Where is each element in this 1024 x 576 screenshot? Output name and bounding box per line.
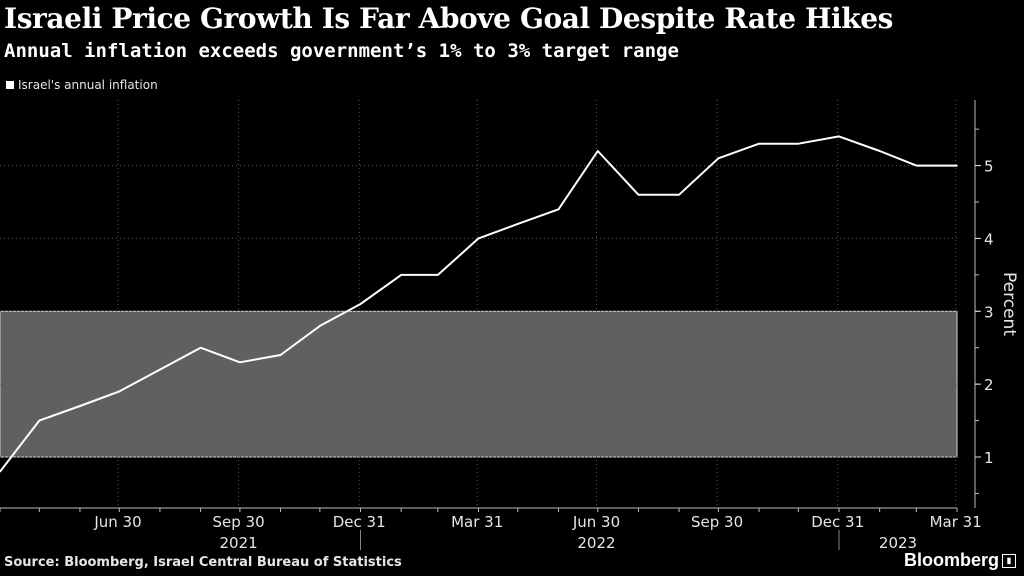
data-point [239, 361, 241, 364]
x-tick-label: Mar 31 [930, 513, 982, 531]
x-year-label: 2021 [220, 534, 258, 552]
x-tick-label: Dec 31 [333, 513, 386, 531]
x-year-label: 2022 [577, 534, 615, 552]
chart-subtitle: Annual inflation exceeds government’s 1%… [4, 40, 679, 62]
data-point [319, 325, 321, 327]
data-point [956, 164, 958, 167]
legend-swatch [6, 81, 14, 89]
y-tick-label: 1 [984, 449, 994, 467]
brand-name: Bloomberg [903, 550, 999, 570]
source-note: Source: Bloomberg, Israel Central Bureau… [4, 555, 402, 570]
brand-logo: Bloomberg ▮ [904, 550, 1016, 571]
x-tick-label: Jun 30 [572, 513, 620, 531]
data-point [359, 303, 362, 305]
data-point [79, 405, 81, 407]
data-point [199, 346, 202, 349]
x-year-label: 2023 [879, 534, 917, 552]
data-point [878, 150, 881, 152]
data-point [758, 142, 760, 145]
data-point [38, 419, 41, 422]
y-tick-label: 5 [984, 158, 994, 176]
data-point [477, 237, 480, 240]
data-point [717, 157, 720, 160]
data-point [159, 368, 161, 371]
data-point [557, 208, 560, 211]
data-point [118, 390, 121, 393]
data-point [637, 193, 640, 196]
data-point [915, 164, 918, 167]
y-tick-label: 4 [984, 230, 994, 248]
bar-chart-icon: ▮ [1002, 553, 1016, 568]
x-tick-label: Dec 31 [811, 513, 864, 531]
data-point [596, 150, 599, 152]
legend-label: Israel's annual inflation [18, 78, 158, 92]
data-point [437, 274, 439, 276]
x-tick-label: Sep 30 [213, 513, 265, 531]
x-tick-label: Jun 30 [93, 513, 141, 531]
y-axis-label: Percent [999, 272, 1019, 336]
data-point [517, 223, 519, 225]
data-point [0, 470, 1, 473]
y-tick-label: 2 [984, 376, 994, 394]
y-tick-label: 3 [984, 303, 994, 321]
x-tick-label: Sep 30 [691, 513, 743, 531]
data-point [797, 142, 800, 145]
target-range-band [0, 310, 958, 458]
x-tick-label: Mar 31 [451, 513, 503, 531]
data-point [838, 135, 840, 138]
data-point [678, 193, 680, 196]
legend: Israel's annual inflation [6, 78, 158, 92]
data-point [279, 354, 282, 356]
data-point [400, 274, 402, 276]
chart-title: Israeli Price Growth Is Far Above Goal D… [4, 2, 894, 35]
